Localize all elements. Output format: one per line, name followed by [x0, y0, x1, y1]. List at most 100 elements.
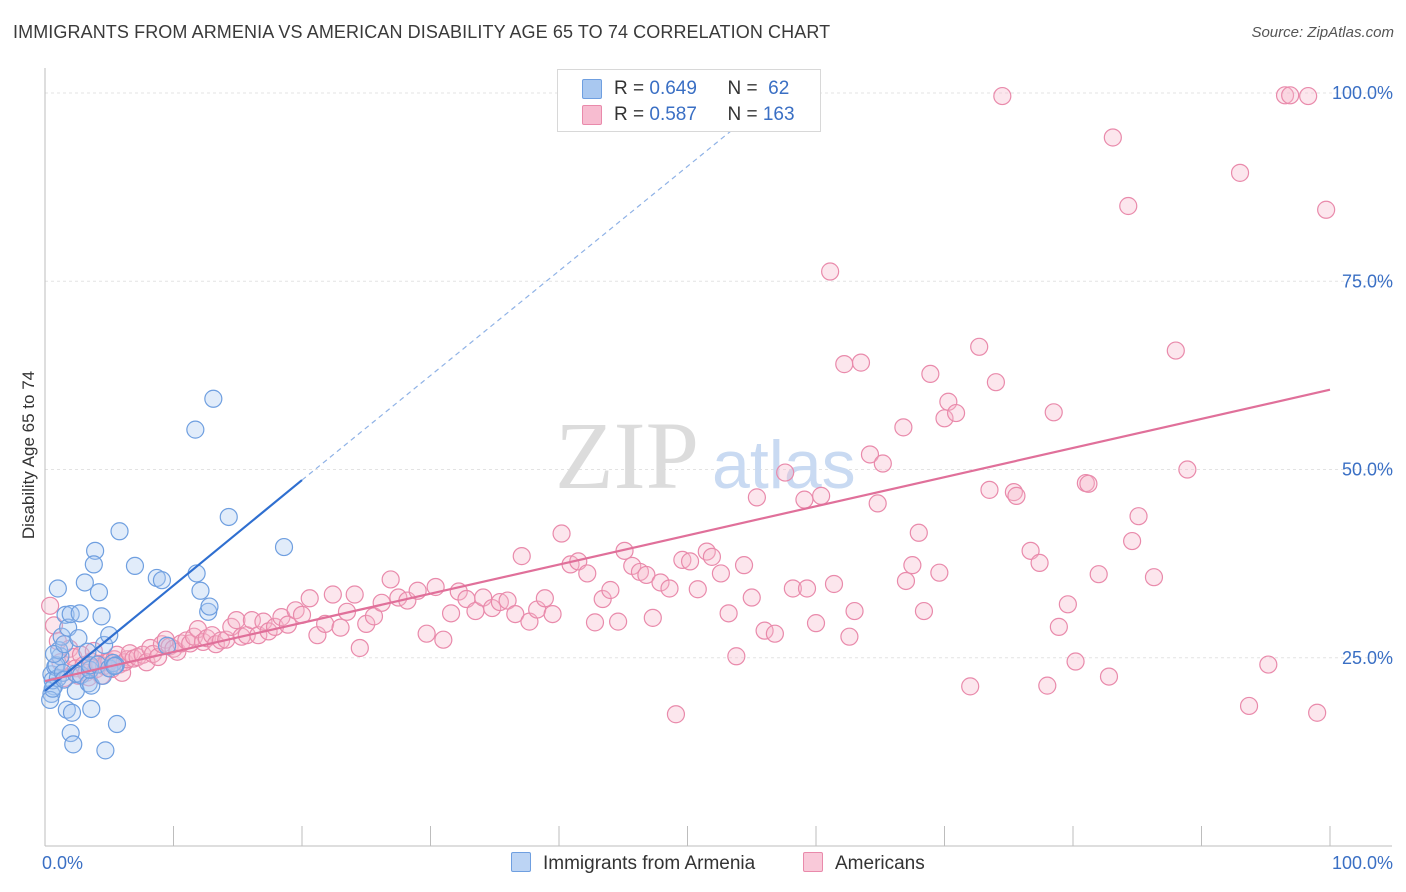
y-axis-label: Disability Age 65 to 74	[19, 371, 38, 539]
americans-point	[417, 624, 436, 643]
armenia-point	[92, 607, 111, 626]
americans-point	[1259, 655, 1278, 674]
americans-point	[1079, 474, 1098, 493]
americans-point	[797, 579, 817, 598]
americans-point	[896, 571, 916, 591]
americans-point	[41, 596, 60, 615]
americans-point	[1021, 541, 1040, 560]
americans-point	[961, 677, 980, 696]
americans-point	[812, 486, 831, 505]
armenia-point	[82, 699, 101, 719]
americans-point	[1317, 200, 1336, 219]
americans-point	[1058, 595, 1077, 614]
americans-point	[742, 588, 761, 607]
armenia-point	[64, 735, 83, 754]
armenia-trend-line	[44, 479, 303, 692]
armenia-point	[204, 389, 223, 408]
americans-point	[946, 403, 966, 423]
x-tick-label-max: 100.0%	[1332, 853, 1393, 873]
armenia-point	[86, 541, 105, 560]
y-tick-label: 25.0%	[1342, 648, 1393, 668]
americans-point	[1178, 460, 1197, 479]
americans-point	[350, 638, 369, 658]
armenia-point	[61, 723, 80, 743]
americans-point	[512, 547, 531, 566]
americans-point	[1299, 86, 1318, 106]
americans-point	[1230, 163, 1250, 182]
americans-point	[673, 550, 692, 569]
americans-point	[552, 524, 571, 543]
americans-point	[795, 490, 814, 509]
americans-point	[1007, 486, 1026, 505]
americans-point	[1030, 553, 1049, 572]
trend-lines	[44, 103, 1331, 692]
armenia-point	[219, 507, 238, 527]
armenia-point	[57, 700, 76, 719]
legend: R = 0.649 N = 62 R = 0.587 N = 163	[557, 69, 821, 132]
americans-point	[747, 488, 766, 507]
legend-swatch-armenia	[582, 79, 602, 99]
legend-r-value-armenia: 0.649	[649, 78, 697, 99]
chart-title: IMMIGRANTS FROM ARMENIA VS AMERICAN DISA…	[13, 22, 831, 42]
americans-point	[894, 418, 913, 437]
americans-point	[993, 86, 1012, 106]
americans-point	[254, 612, 273, 631]
americans-point	[474, 588, 493, 607]
americans-point	[727, 647, 746, 666]
watermark: ZIP atlas	[555, 402, 856, 509]
americans-point	[1281, 86, 1300, 105]
legend-n-value-americans: 163	[762, 104, 795, 125]
bottom-legend-americans: Americans	[803, 852, 925, 875]
bottom-legend-swatch-americans	[803, 852, 823, 872]
americans-point	[845, 601, 864, 621]
americans-point	[1066, 652, 1085, 671]
americans-point	[506, 604, 525, 624]
americans-point	[643, 608, 662, 627]
armenia-point	[95, 635, 114, 655]
americans-point	[364, 607, 384, 626]
americans-point	[609, 612, 628, 631]
americans-point	[1166, 341, 1185, 360]
armenia-point	[125, 556, 145, 576]
americans-point	[851, 353, 871, 372]
americans-point	[868, 494, 887, 513]
armenia-point	[200, 597, 219, 616]
bottom-legend-armenia: Immigrants from Armenia	[511, 852, 755, 875]
americans-point	[755, 621, 774, 640]
americans-point	[734, 556, 754, 575]
armenia-point	[107, 714, 127, 734]
armenia-point	[62, 703, 82, 722]
americans-point	[719, 604, 738, 623]
americans-point	[688, 580, 707, 599]
armenia-point	[78, 642, 97, 661]
americans-point	[1103, 128, 1122, 147]
americans-point	[1089, 565, 1108, 584]
americans-point	[651, 573, 670, 592]
y-tick-label: 100.0%	[1332, 83, 1393, 103]
americans-point	[702, 547, 722, 566]
americans-point	[543, 604, 562, 624]
americans-point	[345, 585, 364, 604]
legend-r-value-americans: 0.587	[649, 104, 697, 125]
americans-point	[578, 564, 597, 583]
americans-point	[680, 552, 700, 571]
americans-point	[860, 445, 880, 464]
americans-point	[300, 589, 319, 608]
americans-point	[381, 570, 400, 589]
armenia-trend-extension	[301, 103, 765, 481]
americans-point	[1038, 676, 1057, 695]
americans-point	[986, 373, 1006, 392]
grid-layer	[45, 92, 1392, 659]
americans-point	[806, 614, 826, 633]
americans-point	[227, 611, 246, 630]
americans-point	[1099, 667, 1119, 686]
americans-point	[323, 585, 342, 604]
armenia-point	[41, 690, 60, 710]
americans-point	[1275, 86, 1295, 105]
americans-point	[697, 542, 716, 561]
americans-point	[660, 579, 679, 598]
armenia-point	[75, 573, 94, 592]
armenia-point	[110, 522, 129, 541]
legend-r-label: R =	[614, 78, 650, 99]
